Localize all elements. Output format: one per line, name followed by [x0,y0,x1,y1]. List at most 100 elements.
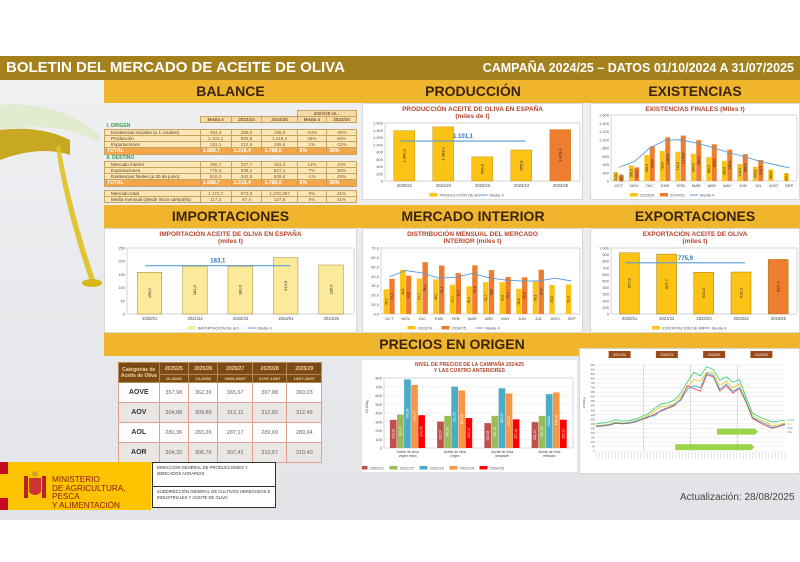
chart-title: EXPORTACIÓN ACEITE DE OLIVA (miles t) [642,231,748,245]
series-label: AOV [787,422,793,426]
x-tick-label: 2020/21 [622,316,638,321]
bar [659,150,665,181]
x-tick-label: 2023/24 [514,183,530,188]
row-label: TOTAL [104,179,201,187]
media-line [389,270,572,282]
bar-value-label: 1.100,0 [681,153,685,164]
x-tick-label: AGO [551,316,560,321]
balance-table: 2024/25 vs... Media 4 2023/24 2024/25 Media … [104,110,358,203]
bar [422,262,428,314]
y-tick-label: 0 [607,312,610,317]
bar-value-label: 630,0 [645,164,649,172]
x-tick-label: JUL [535,316,543,321]
bar [693,272,715,315]
period-label: 2023/24 [708,353,721,357]
legend-label: Media 4 [486,326,501,331]
bar-value-label: 760,0 [728,161,732,169]
period-label: 2024/25 [755,353,768,357]
bar [560,419,567,448]
y-tick-label: 100 [375,437,382,442]
legend-swatch [449,466,458,470]
bar-value-label: 33,8 [500,295,504,302]
ministry-logo: MINISTERIO DE AGRICULTURA, PESCA Y ALIME… [8,462,151,510]
y-tick-label: 900 [602,252,609,257]
cell: 1.788,0 [261,147,298,155]
bar [532,281,539,314]
y-tick-label: 800 [602,259,609,264]
x-tick-label: FEB [677,183,685,188]
bar [182,266,208,315]
y-tick-label: 550 [591,399,596,403]
y-tick-label: 0 [123,312,126,317]
coat-of-arms-icon [24,471,46,498]
bar [619,252,640,315]
x-tick-label: 2024/25 [771,316,787,321]
bar-value-label: 840,0 [650,159,654,167]
table-row: Mercado total 1.172,7 973,9 1.278,397 9% 31% [104,190,357,197]
y-tick-label: 600 [602,272,609,277]
prices-table: Categorías de Aceite de Oliva 2025/25 2025… [118,362,322,463]
y-tick-label: 40,0 [371,274,380,279]
price-cell: 312,11 [217,402,253,423]
bar-value-label: 29,3 [467,297,471,304]
bar [389,278,395,314]
bar [634,167,640,181]
plot-area [610,114,798,182]
bar [455,273,462,314]
price-cell: 310,40 [286,442,322,463]
price-cell: 304,88 [158,402,190,423]
x-tick-label: MAR [692,183,701,188]
bar-value-label: 367,36 [446,427,450,437]
price-cell: 289,69 [251,422,288,443]
y-tick-label: 60,0 [371,255,380,260]
y-tick-label: 500 [375,402,382,407]
bar-value-label: 342,14 [467,428,471,438]
bar-value-label: 46,9 [401,289,405,296]
cell: 31% [326,196,357,203]
bar-value-label: 295,13 [533,430,537,440]
x-tick-label: OCT [385,316,394,321]
bar [538,415,546,448]
y-tick-label: 800 [375,376,382,381]
date-header: 23-29/06 [188,374,219,383]
bar-value-label: 890,0 [712,158,716,166]
bar-value-label: 632,0 [701,287,706,298]
period-label: 2022/23 [661,353,674,357]
legend-swatch [187,326,196,330]
y-tick-label: 600 [375,393,382,398]
y-tick-label: 0 [607,179,610,184]
bar [227,266,253,315]
bar [466,286,472,314]
bar-value-label: 345,0 [753,170,757,178]
bar [690,153,696,181]
y-tick-label: 1.200 [599,129,610,134]
period-box [608,351,631,358]
y-tick-label: 50 [121,298,126,303]
bar [471,156,494,182]
legend-label: PRODUCCIÓN DE AO [440,193,481,198]
bar-value-label: 210,0 [614,172,618,180]
cell: 1.788,0 [261,179,298,187]
bar-value-label: 39,3 [506,292,510,299]
cell: 1.688,7 [199,179,232,187]
bar-value-label: 38,9 [523,292,527,299]
row-label: Media mensual (desde inicio campaña) [104,196,201,203]
category-label: AOVE [118,382,160,403]
price-cell: 369,03 [286,382,322,403]
y-tick-label: 400 [376,164,383,169]
x-tick-label: 2023/24 [734,316,750,321]
y-tick-label: 50 [592,444,595,448]
bar [545,394,553,448]
x-tick-label: JUL [755,183,763,188]
x-tick-label: MAY [501,316,510,321]
y-tick-label: 700 [591,386,596,390]
bar [783,173,789,181]
x-tick-label: 2021/22 [659,316,675,321]
bar [389,419,397,448]
origen-label: I. ORIGEN [106,123,131,129]
legend-label: Media 4 [712,326,727,331]
price-cell: 367,88 [251,382,288,403]
bar [405,275,412,314]
plot-area [380,247,581,315]
bar-value-label: 37,7 [417,293,421,300]
